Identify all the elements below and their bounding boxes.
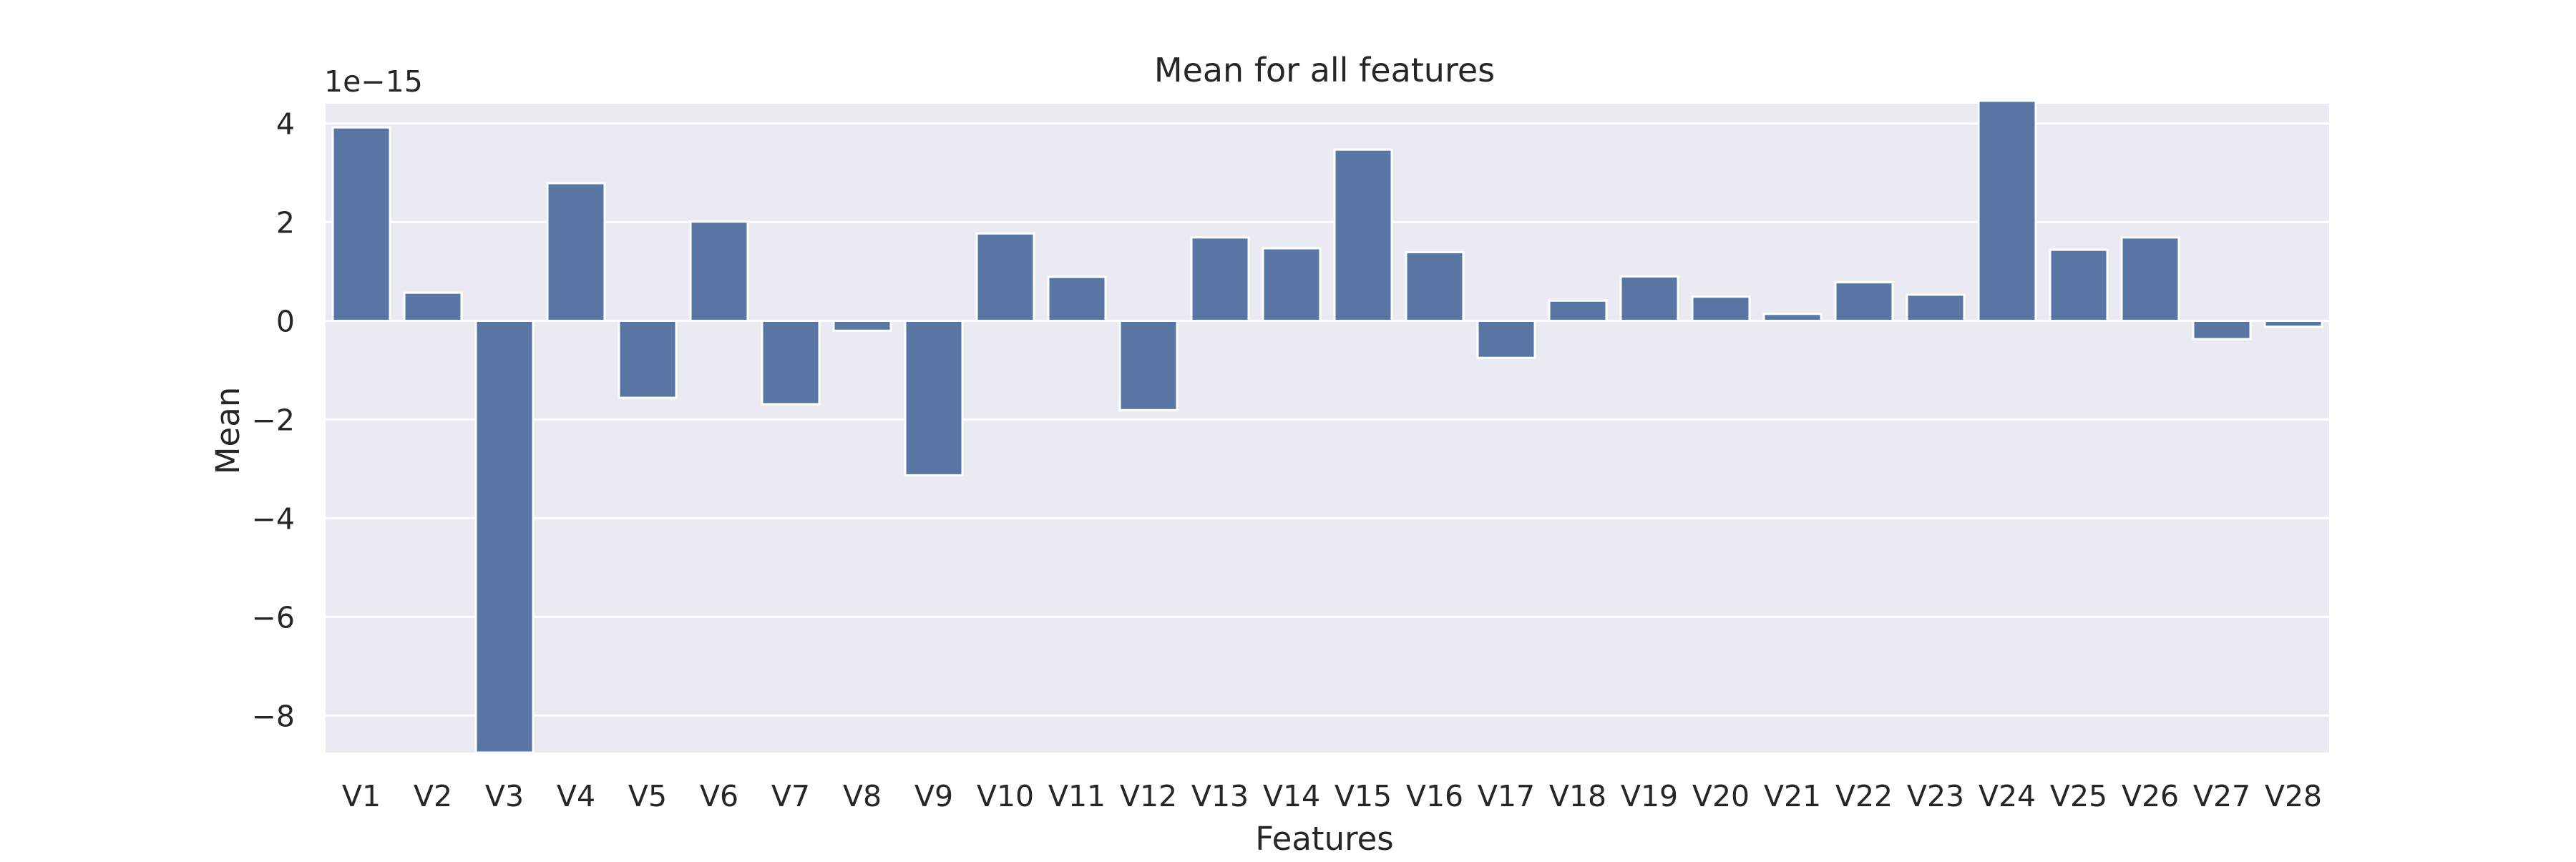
y-tick-label: −2 [252, 403, 295, 437]
bar-v20 [1691, 295, 1751, 322]
bar-v17 [1476, 319, 1536, 359]
bar-v1 [331, 126, 391, 322]
x-tick-label: V8 [843, 779, 882, 813]
bar-v27 [2192, 319, 2252, 341]
y-tick-label: −8 [252, 699, 295, 733]
x-tick-label: V5 [628, 779, 667, 813]
x-tick-label: V22 [1835, 779, 1893, 813]
x-axis-label: Features [1255, 820, 1394, 858]
x-tick-label: V11 [1048, 779, 1106, 813]
x-tick-label: V21 [1764, 779, 1821, 813]
y-tick-label: 0 [276, 304, 295, 338]
y-tick-label: −6 [252, 600, 295, 635]
bar-v15 [1333, 148, 1393, 322]
x-tick-label: V14 [1263, 779, 1320, 813]
x-axis-ticks: V1 V2 V3 V4 V5 V6 V7 V8 V9 V10 V11 V12 V13 V14 V15 V16 V… [342, 779, 2322, 813]
bars [331, 99, 2323, 754]
bar-v12 [1118, 319, 1179, 411]
x-tick-label: V28 [2265, 779, 2322, 813]
x-tick-label: V27 [2193, 779, 2250, 813]
bar-v16 [1405, 251, 1465, 322]
bar-v18 [1548, 299, 1608, 322]
x-tick-label: V1 [342, 779, 381, 813]
bar-v22 [1834, 281, 1894, 322]
x-tick-label: V16 [1406, 779, 1463, 813]
x-tick-label: V25 [2050, 779, 2107, 813]
bar-v2 [403, 291, 463, 322]
y-tick-label: 4 [276, 107, 295, 142]
bar-v6 [689, 220, 749, 322]
x-tick-label: V26 [2122, 779, 2179, 813]
bar-v24 [1977, 99, 2037, 322]
bar-v26 [2120, 236, 2180, 322]
bar-v5 [618, 319, 678, 399]
x-tick-label: V2 [414, 779, 452, 813]
bar-v8 [832, 319, 892, 332]
y-tick-label: −4 [252, 501, 295, 536]
x-tick-label: V12 [1120, 779, 1177, 813]
x-tick-label: V13 [1191, 779, 1249, 813]
x-tick-label: V9 [914, 779, 953, 813]
x-tick-label: V19 [1621, 779, 1678, 813]
x-tick-label: V15 [1335, 779, 1392, 813]
bar-v23 [1906, 293, 1966, 322]
x-tick-label: V17 [1478, 779, 1535, 813]
x-tick-label: V7 [771, 779, 810, 813]
x-tick-label: V6 [700, 779, 738, 813]
chart-title: Mean for all features [1154, 51, 1495, 89]
x-tick-label: V23 [1907, 779, 1964, 813]
x-tick-label: V18 [1549, 779, 1606, 813]
bar-v9 [904, 319, 964, 476]
bar-v10 [975, 232, 1035, 322]
bar-v13 [1190, 236, 1250, 322]
bar-v19 [1619, 275, 1679, 322]
y-axis-label: Mean [209, 387, 247, 475]
bar-v28 [2263, 319, 2323, 328]
bar-v7 [761, 319, 821, 406]
bar-v21 [1762, 313, 1823, 322]
bar-v4 [546, 182, 606, 322]
y-axis-ticks: 4 2 0 −2 −4 −6 −8 [252, 107, 295, 734]
bar-v25 [2049, 248, 2109, 322]
bar-v11 [1047, 275, 1107, 322]
x-tick-label: V24 [1979, 779, 2036, 813]
bar-v3 [474, 319, 535, 754]
x-tick-label: V3 [485, 779, 524, 813]
bar-v14 [1262, 247, 1322, 322]
y-axis-offset-label: 1e−15 [324, 64, 423, 99]
y-tick-label: 2 [276, 206, 295, 240]
x-tick-label: V4 [557, 779, 595, 813]
x-tick-label: V10 [977, 779, 1034, 813]
x-tick-label: V20 [1692, 779, 1750, 813]
